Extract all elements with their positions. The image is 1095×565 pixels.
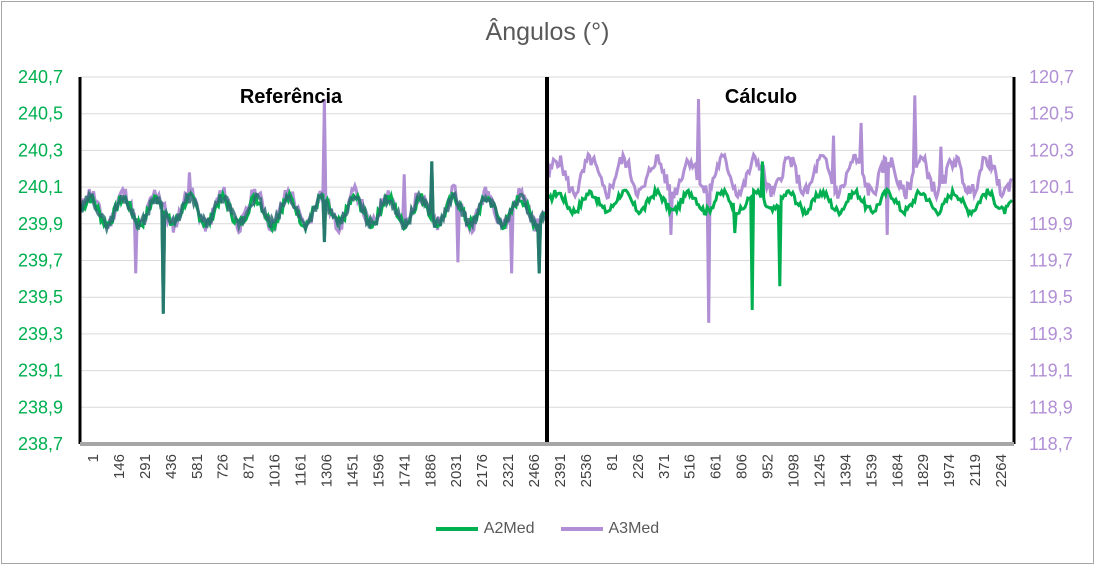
x-tick-label: 1829	[915, 454, 932, 487]
x-tick-label: 581	[189, 454, 206, 479]
right-tick-label: 120,5	[1029, 104, 1074, 124]
right-tick-label: 118,9	[1029, 397, 1073, 417]
x-tick-label: 661	[708, 454, 725, 479]
left-tick-label: 239,3	[18, 324, 63, 344]
right-tick-label: 119,1	[1029, 361, 1073, 381]
x-tick-label: 1539	[863, 454, 880, 487]
legend-item-a3med: A3Med	[560, 520, 660, 538]
x-tick-label: 1684	[889, 454, 906, 487]
right-tick-label: 119,3	[1029, 324, 1073, 344]
left-tick-label: 238,9	[18, 397, 63, 417]
series-overlap-referencia	[80, 161, 547, 314]
annotation-calculo: Cálculo	[725, 86, 797, 108]
x-tick-label: 1161	[293, 454, 310, 486]
right-tick-label: 119,9	[1029, 214, 1073, 234]
x-tick-label: 1306	[318, 454, 335, 487]
x-tick-label: 516	[682, 454, 699, 479]
series-a2med-calculo	[547, 161, 1014, 311]
x-tick-label: 291	[137, 454, 154, 479]
x-tick-label: 2536	[578, 454, 595, 487]
legend-item-a2med: A2Med	[435, 520, 535, 538]
x-tick-label: 2264	[993, 454, 1010, 487]
x-tick-label: 806	[734, 454, 751, 479]
left-tick-label: 239,7	[18, 251, 63, 271]
axes-layer: 238,7 118,7 238,9 118,9 239,1 119,1 239,3 119,3…	[18, 67, 1074, 487]
left-tick-label: 238,7	[18, 434, 63, 454]
series-a2med-referencia	[80, 161, 546, 314]
left-tick-label: 240,3	[18, 140, 63, 160]
right-tick-label: 118,7	[1029, 434, 1073, 454]
x-tick-label: 1245	[811, 454, 828, 487]
chart-title: Ângulos (°)	[485, 18, 610, 46]
left-tick-label: 240,7	[18, 67, 63, 87]
right-tick-label: 120,3	[1029, 140, 1074, 160]
x-tick-label: 1974	[941, 454, 958, 487]
x-tick-label: 1596	[370, 454, 387, 487]
series-a3med-referencia	[80, 98, 547, 274]
left-tick-label: 240,1	[18, 177, 63, 197]
x-tick-label: 2321	[500, 454, 517, 487]
x-tick-label: 226	[630, 454, 647, 479]
left-tick-label: 239,5	[18, 287, 63, 307]
x-tick-label: 1	[85, 454, 102, 462]
x-tick-label: 871	[241, 454, 258, 479]
x-tick-label: 2031	[448, 454, 465, 487]
right-tick-label: 119,5	[1029, 287, 1073, 307]
x-tick-label: 436	[163, 454, 180, 479]
x-tick-label: 726	[215, 454, 232, 479]
legend-label-a3med: A3Med	[608, 520, 660, 537]
x-tick-label: 81	[604, 454, 621, 471]
right-tick-label: 120,1	[1029, 177, 1074, 197]
legend-swatch-a2med	[435, 527, 478, 531]
x-tick-label: 146	[111, 454, 128, 479]
right-tick-label: 120,7	[1029, 67, 1074, 87]
legend-swatch-a3med	[560, 527, 603, 531]
x-tick-label: 1098	[785, 454, 802, 487]
right-tick-label: 119,7	[1029, 251, 1073, 271]
x-tick-label: 1741	[396, 454, 413, 487]
x-tick-label: 2119	[967, 454, 984, 486]
x-tick-label: 2176	[474, 454, 491, 487]
series-a3med-calculo	[547, 95, 1014, 323]
x-tick-label: 371	[656, 454, 673, 479]
x-tick-label: 1886	[422, 454, 439, 487]
x-tick-label: 952	[760, 454, 777, 479]
left-tick-label: 239,9	[18, 214, 63, 234]
left-tick-label: 240,5	[18, 104, 63, 124]
x-tick-label: 2391	[552, 454, 569, 487]
legend-label-a2med: A2Med	[483, 520, 535, 537]
series-layer	[80, 95, 1014, 323]
x-tick-label: 2466	[526, 454, 543, 487]
x-tick-label: 1451	[344, 454, 361, 487]
left-tick-label: 239,1	[18, 361, 63, 381]
annotation-referencia: Referência	[240, 86, 343, 108]
legend: A2Med A3Med	[0, 520, 1095, 538]
x-tick-label: 1016	[267, 454, 284, 487]
x-tick-label: 1394	[837, 454, 854, 487]
